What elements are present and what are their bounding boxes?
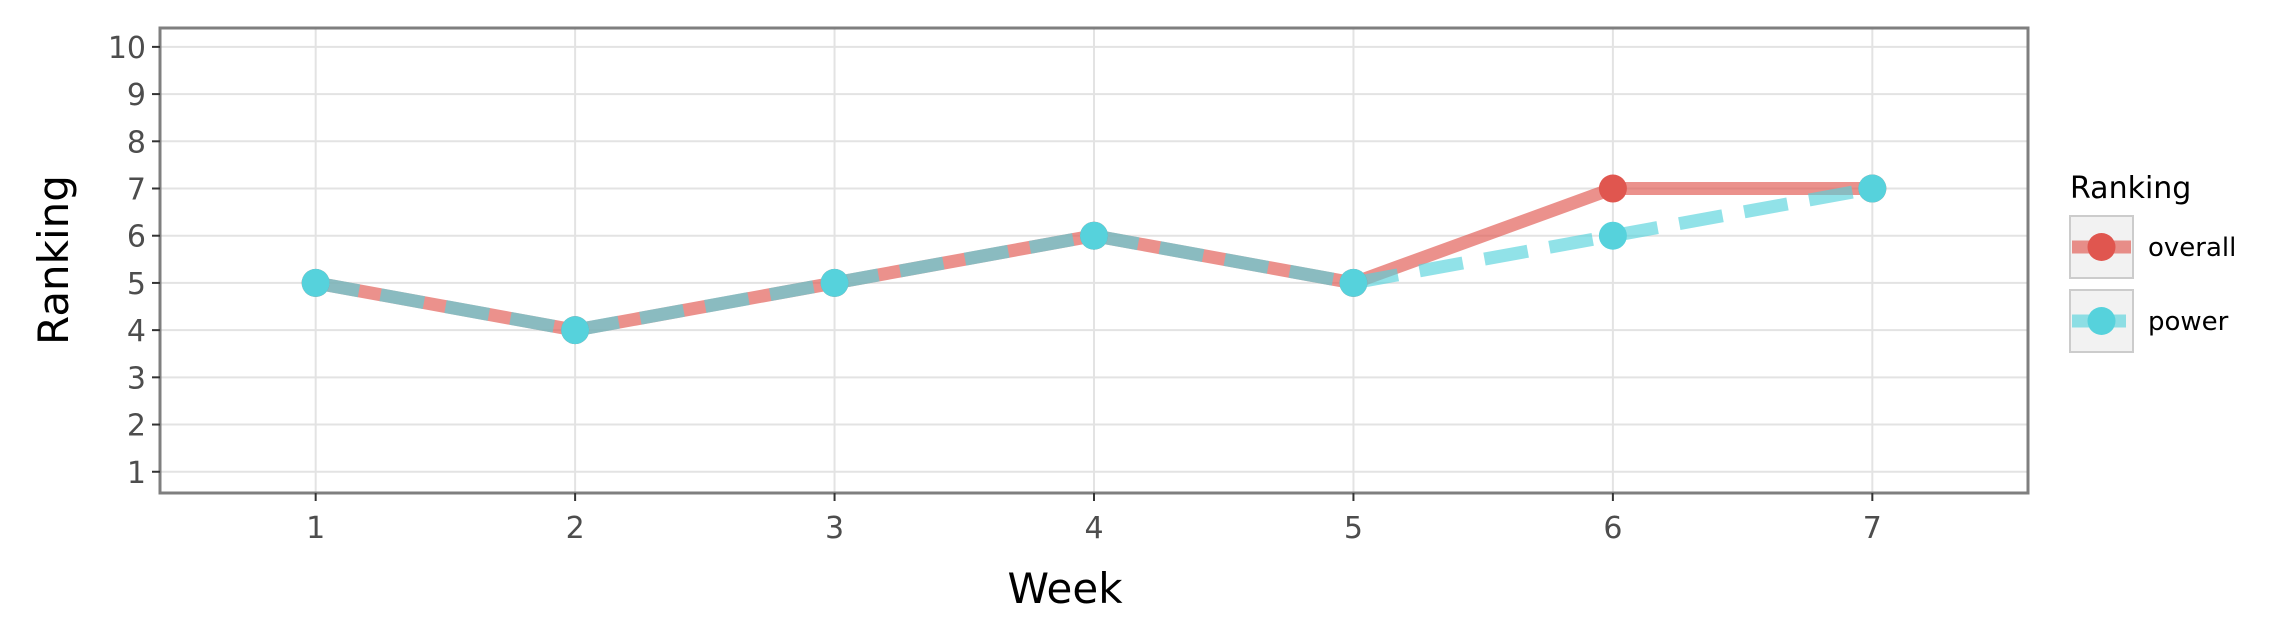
- data-point-power: [1339, 268, 1368, 297]
- x-tick-label: 2: [566, 511, 585, 546]
- y-tick-label: 9: [127, 78, 146, 113]
- y-axis-title: Ranking: [29, 175, 78, 345]
- data-point-overall: [1598, 174, 1627, 203]
- y-tick-label: 3: [127, 361, 146, 396]
- data-point-power: [561, 316, 590, 345]
- legend: Ranking overall power: [2069, 171, 2236, 353]
- legend-swatch-point-power: [2087, 307, 2116, 335]
- data-point-power: [1858, 174, 1887, 203]
- x-tick-label: 4: [1084, 511, 1103, 546]
- legend-title: Ranking: [2070, 171, 2191, 206]
- x-tick-label: 1: [306, 511, 325, 546]
- legend-swatch-point-overall: [2087, 233, 2116, 261]
- x-tick-label: 3: [825, 511, 844, 546]
- series-layer: [301, 174, 1887, 345]
- data-point-power: [301, 268, 330, 297]
- y-tick-label: 10: [108, 31, 146, 66]
- y-tick-label: 8: [127, 125, 146, 160]
- data-point-power: [820, 268, 849, 297]
- x-tick-label: 5: [1344, 511, 1363, 546]
- x-tick-label: 6: [1603, 511, 1622, 546]
- x-tick-label: 7: [1863, 511, 1882, 546]
- x-axis-title: Week: [1007, 564, 1123, 613]
- y-tick-label: 6: [127, 220, 146, 255]
- y-tick-label: 4: [127, 314, 146, 349]
- y-tick-label: 2: [127, 409, 146, 444]
- y-tick-label: 7: [127, 173, 146, 208]
- legend-label-power: power: [2148, 307, 2229, 337]
- legend-label-overall: overall: [2148, 233, 2236, 263]
- y-tick-label: 1: [127, 456, 146, 491]
- grid-lines: [160, 28, 2028, 493]
- y-tick-label: 5: [127, 267, 146, 302]
- data-point-power: [1598, 221, 1627, 250]
- axis-ticks: 1 2 3 4 5 6 7 1 2 3 4 5 6 7 8 9 10: [108, 31, 1882, 546]
- data-point-power: [1080, 221, 1108, 250]
